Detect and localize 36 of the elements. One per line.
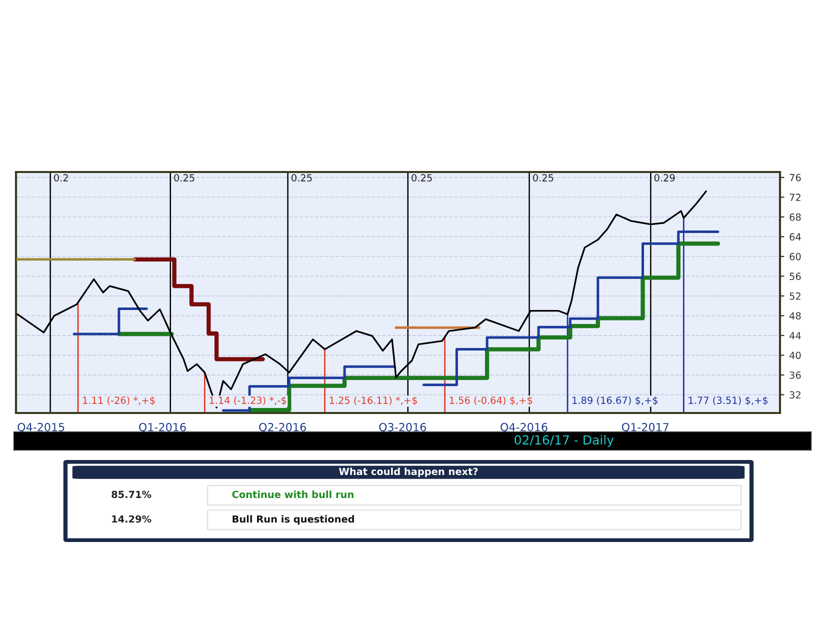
ref-line-label: 0.25 — [533, 174, 554, 182]
y-tick-label: 32 — [790, 391, 800, 399]
text: 02/16/17 - Daily — [514, 434, 614, 448]
y-tick-label: 68 — [790, 213, 801, 221]
y-tick-label: 72 — [790, 194, 800, 201]
ref-line-label: 1.11 (-26) *,+$ — [83, 396, 155, 406]
y-tick-label: 64 — [790, 233, 801, 241]
x-tick-label: Q1-2016 — [139, 422, 186, 433]
ref-line-label: 0.25 — [412, 174, 432, 182]
y-tick-label: 44 — [790, 332, 801, 340]
text: What could happen next? — [338, 468, 478, 478]
text: Continue with bull run — [232, 490, 354, 498]
x-tick-label: Q3-2016 — [379, 422, 426, 433]
text: 85.71% — [112, 490, 152, 498]
x-tick-label: Q2-2016 — [259, 422, 306, 433]
text: 14.29% — [112, 515, 152, 523]
ref-line-label: 1.77 (3.51) $,+$ — [688, 396, 768, 406]
ref-line-label: 1.25 (-16.11) *,+$ — [330, 396, 417, 406]
y-tick-label: 60 — [790, 252, 801, 260]
ref-line-label: 0.2 — [54, 174, 68, 182]
ref-line-label: 0.29 — [654, 174, 675, 182]
y-tick-label: 56 — [790, 272, 801, 280]
ref-line-label: 0.25 — [174, 174, 194, 182]
y-tick-label: 52 — [790, 292, 800, 300]
y-tick-label: 36 — [790, 371, 801, 379]
y-tick-label: 76 — [790, 174, 801, 182]
x-tick-label: Q4-2015 — [18, 422, 64, 433]
ref-line-label: 1.89 (16.67) $,+$ — [572, 396, 658, 406]
y-tick-label: 48 — [790, 312, 801, 320]
ref-line-label: 1.14 (-1.23) *,-$ — [210, 396, 286, 406]
ref-line-label: 0.25 — [292, 174, 312, 182]
x-tick-label: Q1-2017 — [622, 422, 669, 433]
x-tick-label: Q4-2016 — [500, 422, 548, 433]
ref-line-label: 1.56 (-0.64) $,+$ — [450, 396, 532, 406]
text: Bull Run is questioned — [232, 515, 354, 525]
y-tick-label: 40 — [790, 352, 801, 360]
